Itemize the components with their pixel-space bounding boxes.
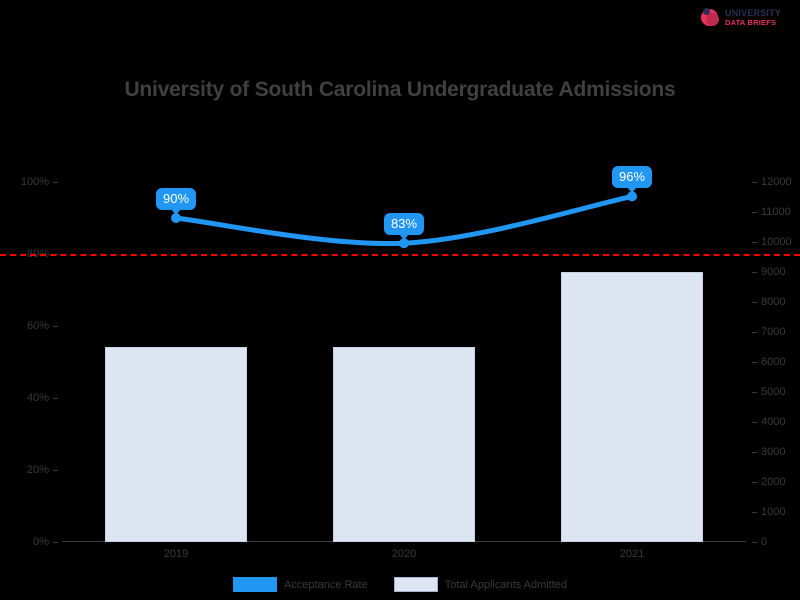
y-right-tick-label: 4000: [761, 416, 786, 428]
y-right-tick-label: 8000: [761, 296, 786, 308]
y-left-tick-label: 0%: [33, 536, 49, 548]
legend-label: Total Applicants Admitted: [444, 578, 568, 591]
circular-brand-mark-icon: [700, 7, 722, 29]
y-left-tick-label: 40%: [26, 392, 49, 404]
y-right-tick-label: 6000: [761, 356, 786, 368]
data-label-2019: 90%: [155, 188, 197, 215]
y-right-tick-mark: [752, 182, 757, 183]
data-label-2020: 83%: [383, 213, 425, 241]
y-left-tick-label: 60%: [26, 320, 49, 332]
y-left-tick-mark: [53, 182, 58, 183]
x-tick-label-2019: 2019: [163, 548, 189, 560]
x-tick-label-2020: 2020: [391, 548, 417, 560]
data-label-2021: 96%: [611, 166, 653, 194]
y-left-tick-mark: [53, 398, 58, 399]
y-right-tick-mark: [752, 512, 757, 513]
y-right-tick-mark: [752, 422, 757, 423]
bar-2019: [105, 347, 247, 542]
y-right-tick-mark: [752, 302, 757, 303]
y-right-tick-label: 12000: [761, 176, 792, 188]
y-right-tick-mark: [752, 482, 757, 483]
y-left-tick-label: 100%: [20, 176, 49, 188]
y-right-tick-label: 11000: [761, 206, 791, 218]
y-right-tick-mark: [752, 242, 757, 243]
brand-logo: UNIVERSITY DATA BRIEFS: [700, 4, 792, 32]
y-right-tick-label: 10000: [761, 236, 792, 248]
y-right-tick-mark: [752, 362, 757, 363]
y-right-tick-label: 3000: [761, 446, 786, 458]
threshold-line: [0, 254, 800, 256]
y-left-tick-mark: [53, 470, 58, 471]
y-right-tick-label: 5000: [761, 386, 786, 398]
chart-title: University of South Carolina Undergradua…: [124, 78, 676, 101]
legend-swatch-bar: [393, 577, 438, 592]
y-right-tick-mark: [752, 392, 757, 393]
line-marker-2020: [399, 238, 409, 249]
line-marker-2021: [627, 191, 637, 202]
line-marker-2019: [171, 213, 181, 223]
y-right-tick-label: 7000: [761, 326, 786, 338]
y-left-tick-label: 20%: [26, 464, 49, 476]
y-left-tick-mark: [53, 326, 58, 327]
bar-2020: [333, 347, 475, 542]
legend-swatch-line: [232, 577, 277, 592]
logo-wordmark: UNIVERSITY DATA BRIEFS: [725, 8, 782, 27]
line-series-markers: [171, 191, 637, 249]
x-axis-labels: 2019 2020 2021: [62, 542, 746, 564]
logo-line-1: UNIVERSITY: [725, 8, 782, 19]
y-axis-right: 0 1000 2000 3000 4000 5000 6000 7000 8000 9000 100…: [752, 176, 800, 548]
y-right-tick-label: 2000: [761, 476, 786, 488]
plot-area: 90% 83% 96%: [0, 166, 800, 542]
y-right-tick-label: 1000: [761, 506, 786, 518]
legend-item-1[interactable]: Total Applicants Admitted: [393, 577, 568, 592]
y-right-tick-mark: [752, 542, 757, 543]
y-left-tick-mark: [53, 542, 58, 543]
legend-label: Acceptance Rate: [283, 578, 368, 591]
logo-line-2: DATA BRIEFS: [725, 17, 777, 27]
y-axis-left: 0% 20% 40% 60% 80% 100%: [0, 176, 58, 548]
y-right-tick-mark: [752, 452, 757, 453]
bar-2021: [561, 272, 703, 542]
legend-item-0[interactable]: Acceptance Rate: [232, 577, 368, 592]
y-right-tick-mark: [752, 332, 757, 333]
x-tick-label-2021: 2021: [619, 548, 645, 560]
y-right-tick-mark: [752, 272, 757, 273]
y-right-tick-label: 0: [761, 536, 768, 548]
y-right-tick-label: 9000: [761, 266, 786, 278]
chart-legend: Acceptance Rate Total Applicants Admitted: [0, 577, 800, 592]
y-right-tick-mark: [752, 212, 757, 213]
line-series-layer: [171, 191, 637, 249]
